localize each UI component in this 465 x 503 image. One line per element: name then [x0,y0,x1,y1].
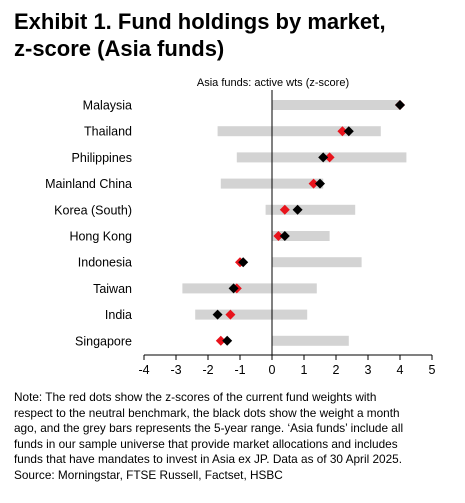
month-ago-dot-philippines [318,152,329,163]
category-label-taiwan: Taiwan [93,282,132,296]
x-tick-label--3: -3 [170,363,181,377]
month-ago-dot-india [212,309,223,320]
current-weight-dot-korea-south [279,204,290,215]
month-ago-dot-korea-south [292,204,303,215]
x-tick-label-2: 2 [333,363,340,377]
category-label-malaysia: Malaysia [83,99,132,113]
note-source: Source: Morningstar, FTSE Russell, Facts… [14,467,283,482]
note-line-4: funds in our sample universe that provid… [14,436,398,451]
range-bar-korea-south [265,204,356,215]
chart-subtitle: Asia funds: active wts (z-score) [197,77,349,89]
range-bar-malaysia [272,100,400,110]
month-ago-dot-thailand [343,126,354,137]
fund-holdings-chart: Asia funds: active wts (z-score) -4 -3 -2 -1… [45,77,436,377]
category-label-india: India [105,308,132,322]
current-weight-dot-mainland-china [308,178,319,189]
category-label-thailand: Thailand [84,125,132,139]
note-line-5: funds that have mandates to invest in As… [14,452,403,467]
category-label-korea-south: Korea (South) [54,203,132,217]
x-tick-label-5: 5 [429,363,436,377]
note-line-1: Note: The red dots show the z-scores of … [14,390,377,404]
range-bar-india [195,309,308,320]
category-label-hong-kong: Hong Kong [69,230,132,244]
current-weight-dot-hong-kong [273,231,284,241]
range-bar-hong-kong [272,231,330,241]
current-weight-dot-india [225,309,236,320]
x-tick-label-3: 3 [365,363,372,377]
category-label-indonesia: Indonesia [78,256,132,270]
range-bar-thailand [217,126,381,137]
x-tick-label-0: 0 [269,363,276,377]
month-ago-dot-malaysia [395,100,405,110]
range-bar-singapore [272,335,349,346]
range-bar-taiwan [182,283,317,294]
current-weight-dot-singapore [215,335,226,346]
current-weight-dot-thailand [337,126,348,137]
x-tick-label--2: -2 [202,363,213,377]
x-tick-label--4: -4 [138,363,149,377]
current-weight-dot-philippines [324,152,335,163]
note-line-2: respect to the neutral benchmark, the bl… [14,405,400,420]
month-ago-dot-indonesia [238,257,249,268]
x-tick-label--1: -1 [234,363,245,377]
month-ago-dot-taiwan [228,283,239,294]
month-ago-dot-hong-kong [279,231,290,241]
chart-title: Exhibit 1. Fund holdings by market, z-sc… [14,8,454,62]
category-label-singapore: Singapore [75,334,132,348]
x-tick-label-1: 1 [301,363,308,377]
month-ago-dot-singapore [222,335,233,346]
chart-title-line-2: z-score (Asia funds) [14,36,225,61]
x-tick-label-4: 4 [397,363,404,377]
range-bar-indonesia [272,257,362,268]
chart-note: Note: The red dots show the z-scores of … [14,390,460,484]
category-label-philippines: Philippines [72,151,132,165]
note-line-3: ago, and the grey bars represents the 5-… [14,421,404,436]
chart-title-line-1: Exhibit 1. Fund holdings by market, [14,9,386,34]
month-ago-dot-mainland-china [315,178,325,189]
category-label-mainland-china: Mainland China [45,177,132,191]
